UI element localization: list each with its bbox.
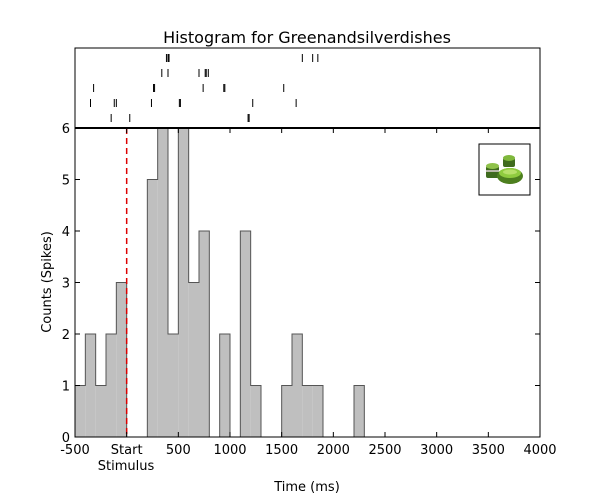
chart-title: Histogram for Greenandsilverdishes: [163, 28, 451, 47]
raster-frame: [74, 47, 541, 129]
x-tick-label: 3000: [420, 443, 453, 458]
x-tick-label: 500: [166, 443, 191, 458]
dishes-icon: [486, 155, 523, 184]
histogram-bar: [147, 179, 158, 437]
histogram-bar: [106, 334, 117, 437]
y-axis-label: Counts (Spikes): [40, 231, 55, 333]
histogram-bar: [354, 385, 365, 437]
histogram-bar: [219, 334, 230, 437]
histogram-bar: [95, 385, 106, 437]
y-tick-label: 6: [62, 122, 70, 137]
x-tick-label: Start: [111, 443, 143, 458]
x-tick-label: 2000: [317, 443, 350, 458]
histogram-bar: [178, 128, 189, 437]
raster-tick-marks: [90, 54, 319, 122]
y-tick-label: 1: [62, 380, 70, 395]
x-tick-label: 2500: [368, 443, 401, 458]
x-tick-label: 1500: [265, 443, 298, 458]
x-tick-label: 1000: [213, 443, 246, 458]
y-tick-label: 2: [62, 328, 70, 343]
y-axis-ticks: 0 1 2 3 4 5 6: [62, 122, 540, 446]
y-tick-label: 3: [62, 277, 70, 292]
x-axis-ticks: -500 Start 500 1000 1500 2000 2500 3000 3500 4000: [60, 128, 557, 458]
histogram-bar: [116, 282, 127, 437]
y-tick-label: 5: [62, 174, 70, 189]
histogram-bar: [312, 385, 323, 437]
histogram-bar: [292, 334, 303, 437]
histogram-bar: [188, 282, 199, 437]
histogram-bar: [168, 334, 179, 437]
x-axis-label: Time (ms): [273, 480, 340, 495]
histogram-bar: [240, 231, 251, 437]
x-tick-label: -500: [60, 443, 90, 458]
histogram-bar: [199, 231, 210, 437]
histogram-bar: [250, 385, 261, 437]
histogram-bar: [157, 128, 168, 437]
histogram-panel: -500 Start 500 1000 1500 2000 2500 3000 3500 4000…: [60, 122, 556, 458]
x-tick-label: 3500: [472, 443, 505, 458]
y-tick-label: 0: [62, 431, 70, 446]
y-tick-label: 4: [62, 225, 70, 240]
histogram-bar: [302, 385, 313, 437]
histogram-bar: [281, 385, 292, 437]
x-axis-sublabel: Stimulus: [98, 459, 155, 474]
histogram-bar: [75, 385, 86, 437]
histogram-bars: [75, 127, 540, 438]
raster-panel: [74, 47, 541, 129]
legend-image-thumbnail: [478, 143, 531, 196]
x-tick-label: 4000: [523, 443, 556, 458]
histogram-bar: [85, 334, 96, 437]
